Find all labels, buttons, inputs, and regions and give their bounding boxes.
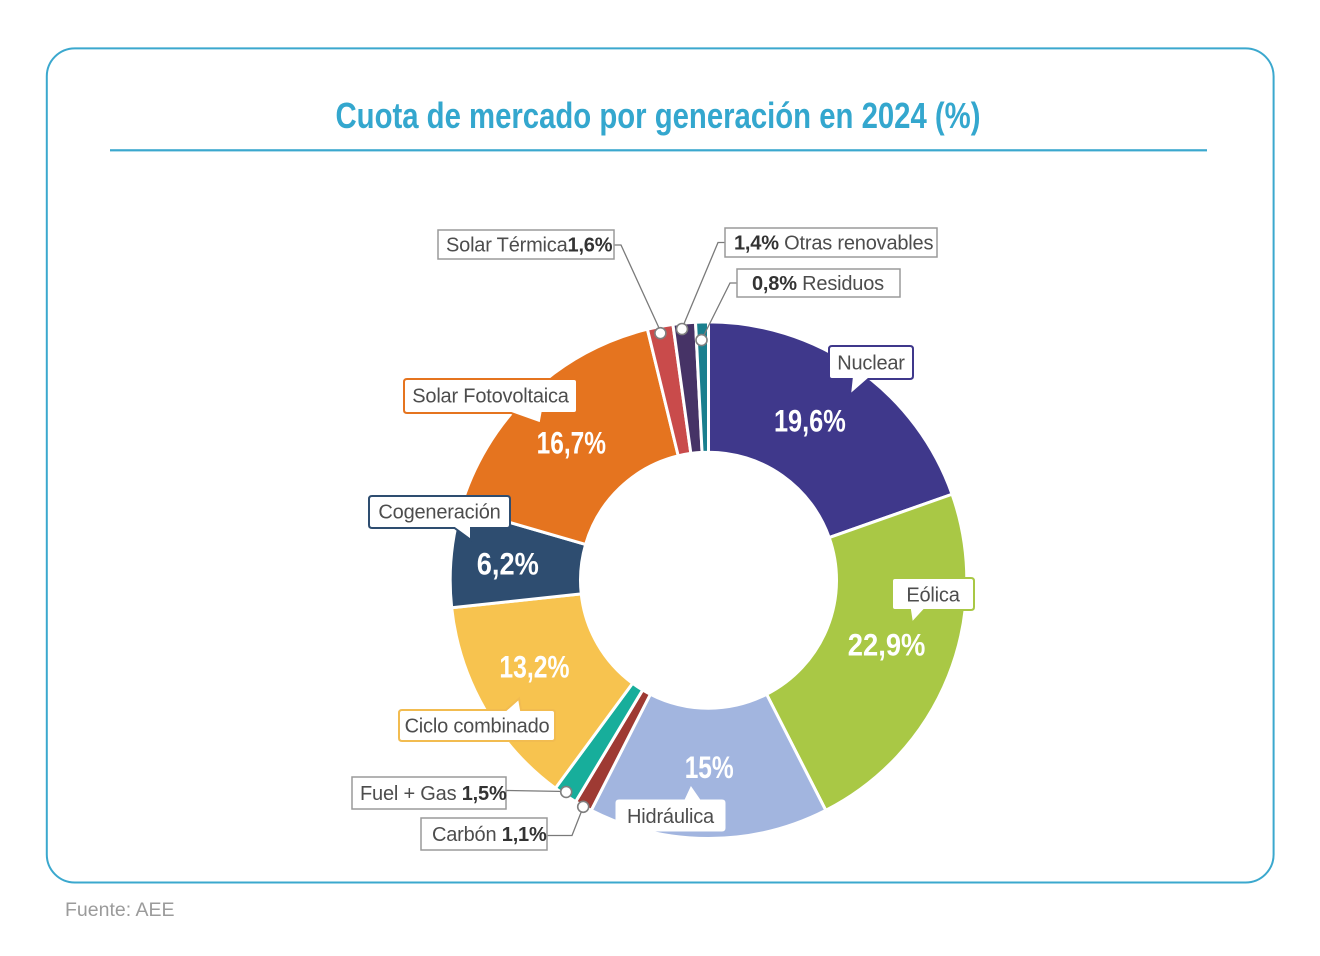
svg-text:Fuente: AEE: Fuente: AEE	[65, 899, 175, 921]
svg-text:Cuota de mercado por generació: Cuota de mercado por generación en 2024 …	[336, 95, 981, 136]
svg-text:19,6%: 19,6%	[774, 403, 846, 439]
svg-text:Hidráulica: Hidráulica	[627, 806, 715, 828]
svg-text:Carbón 1,1%: Carbón 1,1%	[432, 824, 547, 846]
svg-text:Solar Fotovoltaica: Solar Fotovoltaica	[412, 386, 570, 408]
svg-text:1,4% Otras renovables: 1,4% Otras renovables	[734, 233, 933, 255]
svg-text:Nuclear: Nuclear	[837, 353, 905, 375]
svg-text:0,8% Residuos: 0,8% Residuos	[752, 273, 884, 295]
svg-text:Fuel + Gas 1,5%: Fuel + Gas 1,5%	[360, 783, 507, 805]
svg-text:Ciclo combinado: Ciclo combinado	[405, 716, 550, 738]
svg-text:22,9%: 22,9%	[848, 626, 926, 662]
svg-text:6,2%: 6,2%	[477, 546, 539, 582]
svg-text:Eólica: Eólica	[906, 585, 960, 607]
svg-text:16,7%: 16,7%	[537, 424, 606, 460]
svg-text:Cogeneración: Cogeneración	[378, 502, 500, 524]
svg-text:Solar Térmica1,6%: Solar Térmica1,6%	[446, 235, 613, 257]
svg-text:15%: 15%	[685, 749, 734, 785]
svg-text:13,2%: 13,2%	[499, 649, 569, 685]
